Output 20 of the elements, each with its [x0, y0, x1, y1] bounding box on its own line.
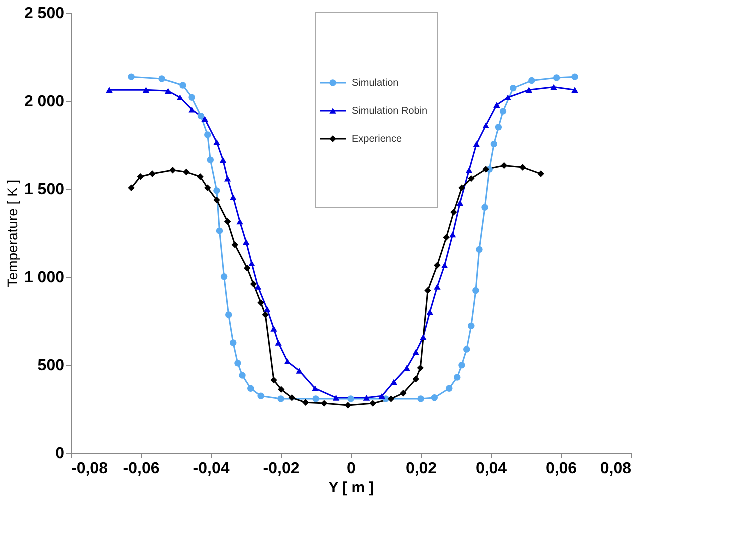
- y-axis-title: Temperature [ K ]: [4, 180, 20, 288]
- x-tick-label: 0,02: [406, 460, 438, 478]
- y-tick-label: 1 500: [24, 182, 65, 198]
- x-tick-label: -0,02: [263, 460, 300, 478]
- legend-label: Simulation Robin: [352, 106, 428, 117]
- y-tick-label: 1 000: [24, 270, 65, 286]
- x-tick-label: 0,04: [476, 460, 508, 478]
- y-tick-label: 0: [56, 446, 65, 462]
- y-tick-label: 2 000: [24, 94, 65, 110]
- y-tick-label: 500: [38, 358, 65, 374]
- legend-label: Simulation: [352, 78, 399, 89]
- x-tick-label: 0,06: [546, 460, 578, 478]
- x-tick-label: -0,04: [193, 460, 230, 478]
- x-axis-title: Y [ m ]: [328, 480, 374, 496]
- x-tick-label: 0,08: [600, 460, 632, 478]
- legend-label: Experience: [352, 134, 402, 145]
- x-tick-label: -0,06: [123, 460, 160, 478]
- y-tick-label: 2 500: [24, 6, 65, 22]
- x-tick-label: -0,08: [72, 460, 108, 478]
- x-tick-label: 0: [347, 460, 356, 478]
